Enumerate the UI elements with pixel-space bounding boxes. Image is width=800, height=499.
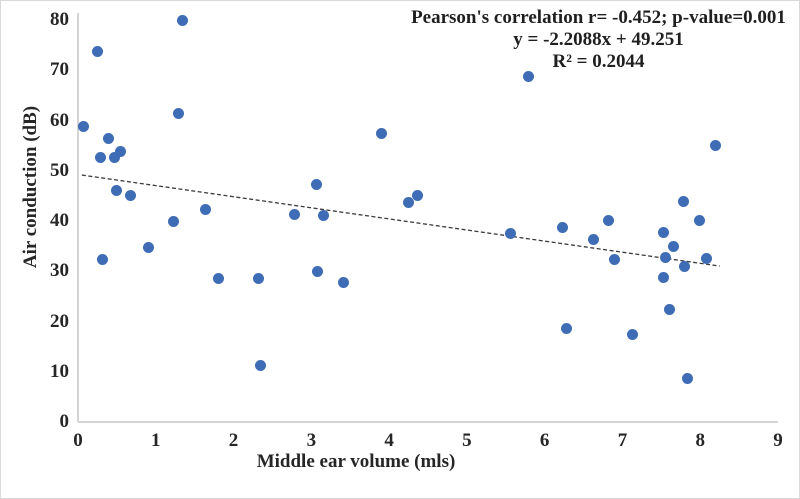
data-point — [95, 151, 107, 163]
data-point — [91, 46, 103, 58]
data-point — [709, 139, 721, 151]
x-tick-label: 2 — [228, 430, 239, 451]
data-point — [664, 304, 676, 316]
data-point — [588, 234, 600, 246]
regression-equation-text: y = -2.2088x + 49.251 — [513, 29, 684, 50]
data-point — [337, 277, 349, 289]
data-point — [682, 372, 694, 384]
data-point — [114, 146, 126, 158]
data-point — [522, 70, 534, 82]
data-point — [311, 178, 323, 190]
data-point — [412, 190, 424, 202]
data-point — [102, 132, 114, 144]
data-point — [109, 152, 121, 164]
data-point — [77, 121, 89, 133]
y-tick-label: 30 — [50, 260, 69, 282]
y-tick-label: 50 — [50, 159, 69, 181]
y-axis-title: Air conduction (dB) — [20, 105, 41, 269]
data-point — [602, 214, 614, 226]
x-tick-label: 0 — [73, 430, 83, 451]
x-tick-label: 3 — [306, 430, 317, 451]
x-tick-label: 4 — [384, 430, 394, 451]
data-point — [255, 360, 267, 372]
data-point — [679, 260, 691, 272]
data-point — [627, 329, 639, 341]
data-point — [560, 323, 572, 335]
data-point — [200, 203, 212, 215]
stats-annotation: Pearson's correlation r= -0.452; p-value… — [411, 7, 786, 73]
data-point — [111, 184, 123, 196]
x-tick-label: 1 — [151, 430, 161, 451]
data-point — [252, 272, 264, 284]
data-point — [659, 251, 671, 263]
y-tick-label: 80 — [50, 9, 69, 30]
x-tick-label: 8 — [695, 430, 705, 451]
y-tick-label: 60 — [50, 109, 69, 131]
x-tick-label: 5 — [462, 430, 472, 451]
y-tick-label: 70 — [50, 59, 69, 81]
data-point — [318, 209, 330, 221]
x-tick-label: 6 — [539, 430, 550, 451]
trend-line — [81, 174, 720, 267]
y-tick-label: 0 — [59, 411, 70, 432]
x-axis-title: Middle ear volume (mls) — [256, 451, 456, 472]
data-point — [288, 209, 300, 221]
data-point — [143, 241, 155, 253]
y-tick-label: 10 — [50, 360, 69, 382]
data-point — [168, 215, 180, 227]
data-point — [693, 214, 705, 226]
data-point — [125, 190, 137, 202]
y-tick-label: 20 — [50, 310, 69, 332]
data-point — [678, 195, 690, 207]
y-tick-label: 40 — [50, 210, 69, 231]
pearson-correlation-text: Pearson's correlation r= -0.452; p-value… — [411, 7, 786, 28]
data-point — [403, 197, 415, 209]
data-point — [212, 272, 224, 284]
data-point — [700, 252, 712, 264]
data-point — [504, 227, 516, 239]
data-point — [609, 253, 621, 265]
x-tick-label: 7 — [617, 430, 628, 451]
data-point — [557, 222, 569, 234]
data-point — [172, 108, 184, 120]
data-point — [658, 226, 670, 238]
x-tick-label: 9 — [773, 430, 783, 451]
data-point — [375, 127, 387, 139]
data-point — [668, 241, 680, 253]
data-point — [658, 272, 670, 284]
r-squared-text: R² = 0.2044 — [552, 51, 645, 72]
data-point — [96, 253, 108, 265]
data-point — [176, 14, 188, 26]
data-point — [312, 265, 324, 277]
